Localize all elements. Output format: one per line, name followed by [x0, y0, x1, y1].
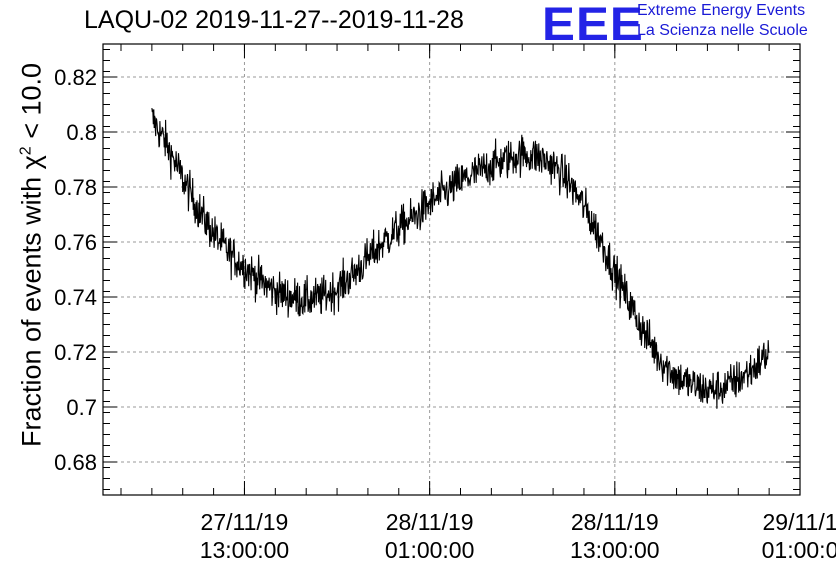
x-tick-label-time: 01:00:00	[385, 537, 475, 563]
y-axis-label-suffix: < 10.0	[16, 62, 47, 147]
y-tick-label: 0.76	[54, 230, 97, 255]
x-tick-label-date: 28/11/19	[571, 509, 659, 535]
y-tick-label: 0.72	[54, 340, 97, 365]
y-axis-label-symbol: χ	[16, 155, 47, 170]
y-tick-label: 0.8	[66, 120, 97, 145]
y-axis-label-exponent: 2	[17, 146, 35, 156]
plot-frame	[102, 43, 801, 496]
x-tick-label-time: 13:00:00	[570, 537, 660, 563]
x-tick-label-date: 29/11/1	[762, 509, 836, 535]
logo-line-1: Extreme Energy Events	[637, 2, 806, 19]
y-axis-label-prefix: Fraction of events with	[16, 169, 47, 448]
x-tick-label-date: 27/11/19	[201, 509, 289, 535]
x-tick-label-date: 28/11/19	[386, 509, 474, 535]
axis-layer	[102, 43, 801, 496]
x-tick-label-time: 13:00:00	[200, 537, 290, 563]
tick-label-layer: 0.680.70.720.740.760.780.80.8227/11/1913…	[54, 65, 836, 563]
series-layer	[151, 108, 770, 409]
y-axis-label: Fraction of events with χ2 < 10.0	[17, 63, 48, 447]
chart-title: LAQU-02 2019-11-27--2019-11-28	[84, 6, 464, 34]
y-tick-label: 0.78	[54, 175, 97, 200]
y-tick-label: 0.68	[54, 450, 97, 475]
y-tick-label: 0.7	[66, 395, 97, 420]
grid-layer	[103, 44, 800, 495]
x-tick-label-time: 01:00:0	[762, 537, 836, 563]
y-tick-label: 0.82	[54, 65, 97, 90]
logo-line-2: La Scienza nelle Scuole	[637, 22, 808, 39]
data-series-line	[151, 108, 770, 409]
y-tick-label: 0.74	[54, 285, 97, 310]
eee-logo-mark: EEE	[542, 0, 644, 50]
